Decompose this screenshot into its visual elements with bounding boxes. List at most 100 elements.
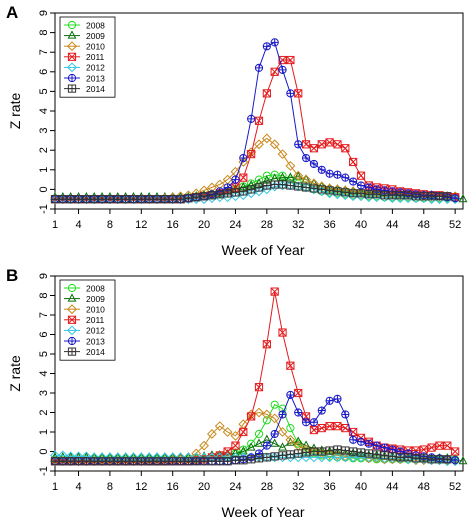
data-point bbox=[50, 194, 60, 205]
data-point bbox=[340, 452, 351, 463]
y-tick-label: -1 bbox=[38, 204, 50, 214]
data-point bbox=[325, 169, 334, 178]
data-point bbox=[434, 194, 445, 205]
data-point bbox=[341, 188, 350, 197]
data-point bbox=[50, 195, 60, 204]
data-point bbox=[349, 435, 358, 444]
data-point bbox=[332, 450, 343, 461]
data-point bbox=[90, 457, 99, 466]
data-point bbox=[254, 116, 264, 125]
x-tick-label: 8 bbox=[107, 481, 113, 493]
data-point bbox=[247, 150, 256, 159]
data-point bbox=[286, 55, 295, 65]
legend-label: 2014 bbox=[86, 84, 105, 94]
x-tick-label: 48 bbox=[418, 481, 430, 493]
data-point bbox=[159, 456, 170, 467]
data-point bbox=[363, 452, 374, 463]
data-point bbox=[112, 194, 123, 205]
legend-item: 2009 bbox=[64, 293, 105, 304]
data-point bbox=[286, 450, 295, 459]
data-point bbox=[269, 139, 280, 150]
data-point bbox=[278, 172, 287, 181]
data-point bbox=[254, 63, 264, 72]
data-point bbox=[231, 175, 240, 184]
data-point bbox=[294, 388, 303, 398]
data-point bbox=[230, 191, 241, 202]
data-point bbox=[89, 194, 100, 205]
data-point bbox=[152, 457, 162, 466]
data-point bbox=[176, 457, 185, 466]
data-point bbox=[121, 195, 130, 204]
legend-label: 2012 bbox=[86, 63, 105, 73]
data-point bbox=[396, 191, 405, 200]
data-point bbox=[286, 390, 295, 400]
x-tick-label: 36 bbox=[323, 481, 335, 493]
data-point bbox=[261, 184, 272, 195]
data-point bbox=[293, 181, 304, 192]
data-point bbox=[341, 446, 350, 455]
data-point bbox=[341, 144, 350, 153]
data-point bbox=[270, 400, 279, 409]
data-point bbox=[239, 173, 248, 182]
y-tick-label: 9 bbox=[38, 273, 50, 279]
y-tick-label: 9 bbox=[38, 10, 50, 16]
data-point bbox=[388, 445, 397, 454]
data-point bbox=[301, 418, 311, 427]
data-point bbox=[207, 191, 217, 200]
data-point bbox=[286, 89, 295, 98]
panel-label: A bbox=[6, 3, 18, 22]
data-point bbox=[105, 195, 115, 204]
data-point bbox=[199, 440, 209, 451]
data-point bbox=[239, 187, 248, 196]
x-tick-label: 28 bbox=[261, 481, 273, 493]
data-point bbox=[356, 448, 366, 457]
data-point bbox=[222, 192, 233, 203]
legend-label: 2011 bbox=[86, 52, 105, 62]
data-point bbox=[97, 194, 107, 205]
data-point bbox=[294, 182, 303, 191]
data-point bbox=[207, 429, 217, 439]
data-point bbox=[254, 438, 264, 447]
data-point bbox=[435, 455, 444, 464]
data-point bbox=[167, 194, 178, 205]
data-point bbox=[388, 191, 397, 200]
x-tick-label: 44 bbox=[386, 481, 398, 493]
data-point bbox=[223, 447, 232, 456]
data-point bbox=[262, 441, 271, 450]
data-point bbox=[356, 189, 366, 198]
data-point bbox=[443, 192, 452, 201]
data-point bbox=[293, 170, 304, 181]
legend-marker bbox=[67, 52, 77, 61]
legend-marker bbox=[67, 30, 77, 39]
data-point bbox=[105, 457, 115, 466]
data-point bbox=[231, 441, 240, 450]
data-point bbox=[324, 449, 335, 460]
data-point bbox=[73, 456, 84, 467]
data-point bbox=[372, 190, 381, 199]
data-point bbox=[380, 451, 389, 460]
data-point bbox=[278, 171, 287, 180]
data-point bbox=[238, 190, 249, 201]
data-point bbox=[341, 410, 350, 419]
legend-label: 2008 bbox=[86, 283, 105, 293]
data-point bbox=[411, 454, 421, 463]
x-tick-label: 12 bbox=[135, 481, 147, 493]
data-point bbox=[325, 138, 334, 147]
data-point bbox=[199, 192, 209, 201]
data-point bbox=[356, 191, 366, 202]
data-point bbox=[152, 456, 162, 467]
data-point bbox=[349, 427, 358, 437]
data-point bbox=[270, 452, 279, 461]
x-tick-label: 8 bbox=[107, 219, 113, 231]
x-tick-label: 32 bbox=[292, 219, 304, 231]
y-tick-label: 7 bbox=[38, 49, 50, 55]
y-axis-label: Z rate bbox=[7, 93, 23, 130]
data-point bbox=[199, 457, 209, 466]
data-point bbox=[293, 452, 304, 463]
data-point bbox=[160, 457, 169, 466]
data-point bbox=[403, 191, 413, 200]
data-point bbox=[57, 194, 68, 205]
data-point bbox=[294, 449, 303, 458]
